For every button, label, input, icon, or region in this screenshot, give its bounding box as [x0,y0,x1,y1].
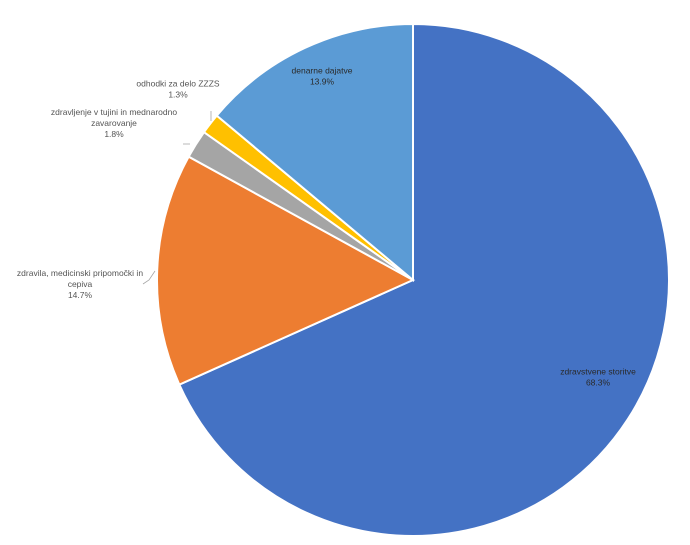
slice-name: zdravila, medicinski pripomočki in [17,268,143,278]
slice-percent: 1.8% [104,129,124,139]
pie-slice [215,22,414,283]
pie-slices [156,22,670,537]
pie-slice [178,22,670,537]
slice-name: zdravljenje v tujini in mednarodno [51,107,177,117]
slice-label: zdravstvene storitve 68.3% [560,367,636,388]
slice-label: odhodki za delo ZZZS 1.3% [136,79,219,100]
slice-percent: 14.7% [68,290,93,300]
leader-lines [142,111,212,285]
leader-line [142,270,156,285]
slice-labels: zdravstvene storitve 68.3% zdravila, medic… [17,66,636,388]
slice-name: zdravstvene storitve [560,367,636,377]
slice-label: denarne dajatve 13.9% [292,66,353,87]
slice-label: zdravila, medicinski pripomočki in cepiva… [17,268,143,300]
slice-name: cepiva [68,279,93,289]
slice-label: zdravljenje v tujini in mednarodno zavaro… [51,107,177,139]
slice-percent: 1.3% [168,90,188,100]
slice-name: zavarovanje [91,118,137,128]
slice-name: denarne dajatve [292,66,353,76]
slice-percent: 68.3% [586,378,611,388]
slice-percent: 13.9% [310,77,335,87]
pie-slice [156,155,416,386]
slice-name: odhodki za delo ZZZS [136,79,219,89]
